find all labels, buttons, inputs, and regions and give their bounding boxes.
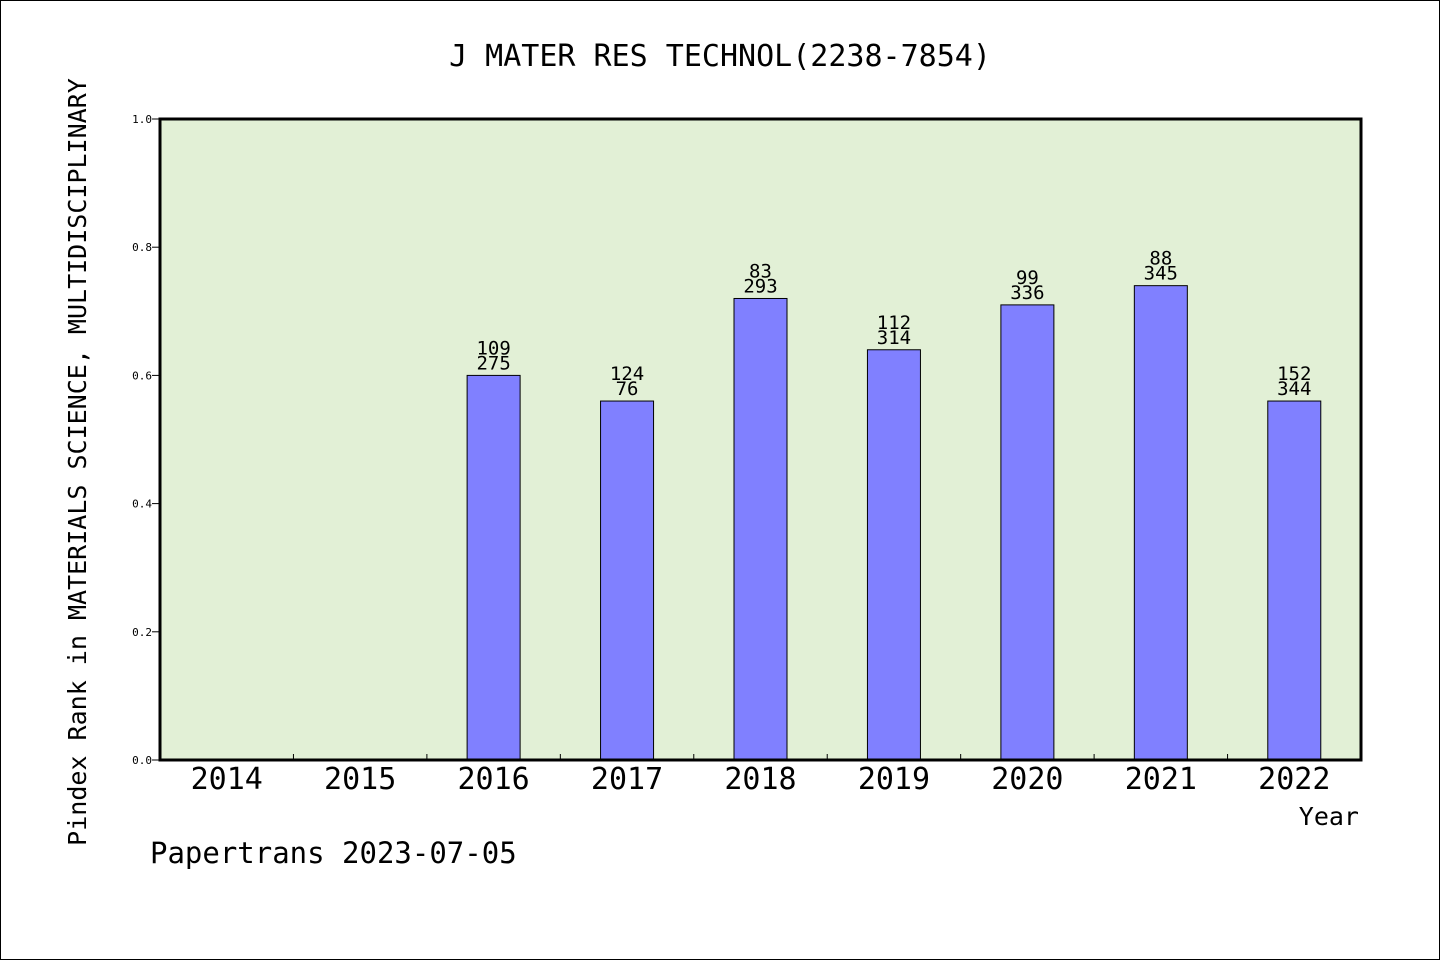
x-tick-label: 2014	[191, 762, 263, 797]
bar-total-label: 314	[877, 327, 911, 349]
y-axis-ticks: 0.0 0.2 0.4 0.6 0.8 1.0	[132, 113, 160, 767]
y-tick-label: 0.4	[132, 498, 152, 511]
bar-rank-label: 152	[1277, 363, 1311, 385]
x-tick-label: 2022	[1258, 762, 1330, 797]
bar-rank-label: 88	[1149, 248, 1172, 270]
bar-2017	[600, 400, 655, 761]
bar-rank-label: 83	[749, 260, 772, 282]
y-tick-label: 0.0	[132, 754, 152, 767]
bar-2022	[1267, 400, 1322, 761]
bar-2021	[1133, 285, 1188, 761]
y-tick-label: 0.2	[132, 626, 152, 639]
plot-border	[158, 117, 1363, 762]
x-tick-label: 2019	[858, 762, 930, 797]
y-tick-label: 1.0	[132, 113, 152, 126]
bar-total-label: 76	[616, 378, 639, 400]
x-tick-label: 2018	[724, 762, 796, 797]
x-tick-label: 2015	[324, 762, 396, 797]
bar-rank-label: 99	[1016, 267, 1039, 289]
bar-2018	[733, 297, 788, 761]
bar-2020	[1000, 304, 1055, 761]
bars	[466, 285, 1322, 761]
bar-total-label: 275	[476, 352, 510, 374]
bar-rank-label: 112	[877, 312, 911, 334]
footer-credit: Papertrans 2023-07-05	[150, 836, 517, 870]
y-tick-label: 0.6	[132, 369, 152, 382]
chart-title: J MATER RES TECHNOL(2238-7854)	[449, 39, 991, 74]
x-axis-tick-labels: 2014 2015 2016 2017 2018 2019 2020 2021 2022	[191, 762, 1331, 797]
x-tick-label: 2016	[457, 762, 529, 797]
bar-2019	[866, 349, 921, 761]
bar-2016	[466, 374, 521, 761]
bar-total-label: 344	[1277, 378, 1311, 400]
x-tick-label: 2017	[591, 762, 663, 797]
bar-total-label: 336	[1010, 282, 1044, 304]
y-tick-label: 0.8	[132, 241, 152, 254]
bar-total-label: 293	[743, 275, 777, 297]
x-axis-label: Year	[1299, 802, 1359, 831]
y-axis-label: Pindex Rank in MATERIALS SCIENCE, MULTID…	[63, 78, 92, 846]
x-tick-label: 2021	[1125, 762, 1197, 797]
bar-rank-label: 109	[476, 337, 510, 359]
bar-rank-label: 124	[610, 363, 644, 385]
bar-total-label: 345	[1144, 263, 1178, 285]
x-tick-label: 2020	[991, 762, 1063, 797]
